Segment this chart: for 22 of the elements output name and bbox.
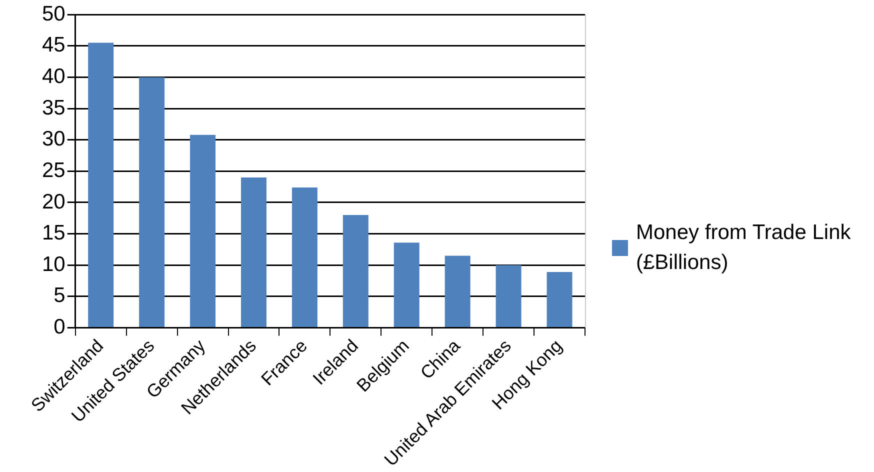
y-tick-label: 40 [42,65,66,88]
bar [496,265,522,328]
bar [240,177,266,328]
y-tick-label: 5 [54,284,66,308]
bar [190,134,216,328]
y-tick-label: 10 [42,252,66,276]
bar [394,242,420,328]
bar [139,77,165,328]
bar [88,42,114,328]
y-tick-label: 15 [42,222,66,245]
y-tick-label: 35 [42,96,66,120]
y-tick-label: 45 [42,34,66,57]
bar [546,272,572,328]
bar [342,215,368,328]
y-tick-label: 0 [54,316,66,339]
y-tick-label: 50 [42,2,66,26]
y-tick-label: 25 [42,158,66,182]
bar [292,187,318,328]
y-tick-label: 20 [42,190,66,214]
legend-label: Money from Trade Link (£Billions) [636,220,852,276]
bar [444,256,470,328]
y-tick-label: 30 [42,128,66,151]
